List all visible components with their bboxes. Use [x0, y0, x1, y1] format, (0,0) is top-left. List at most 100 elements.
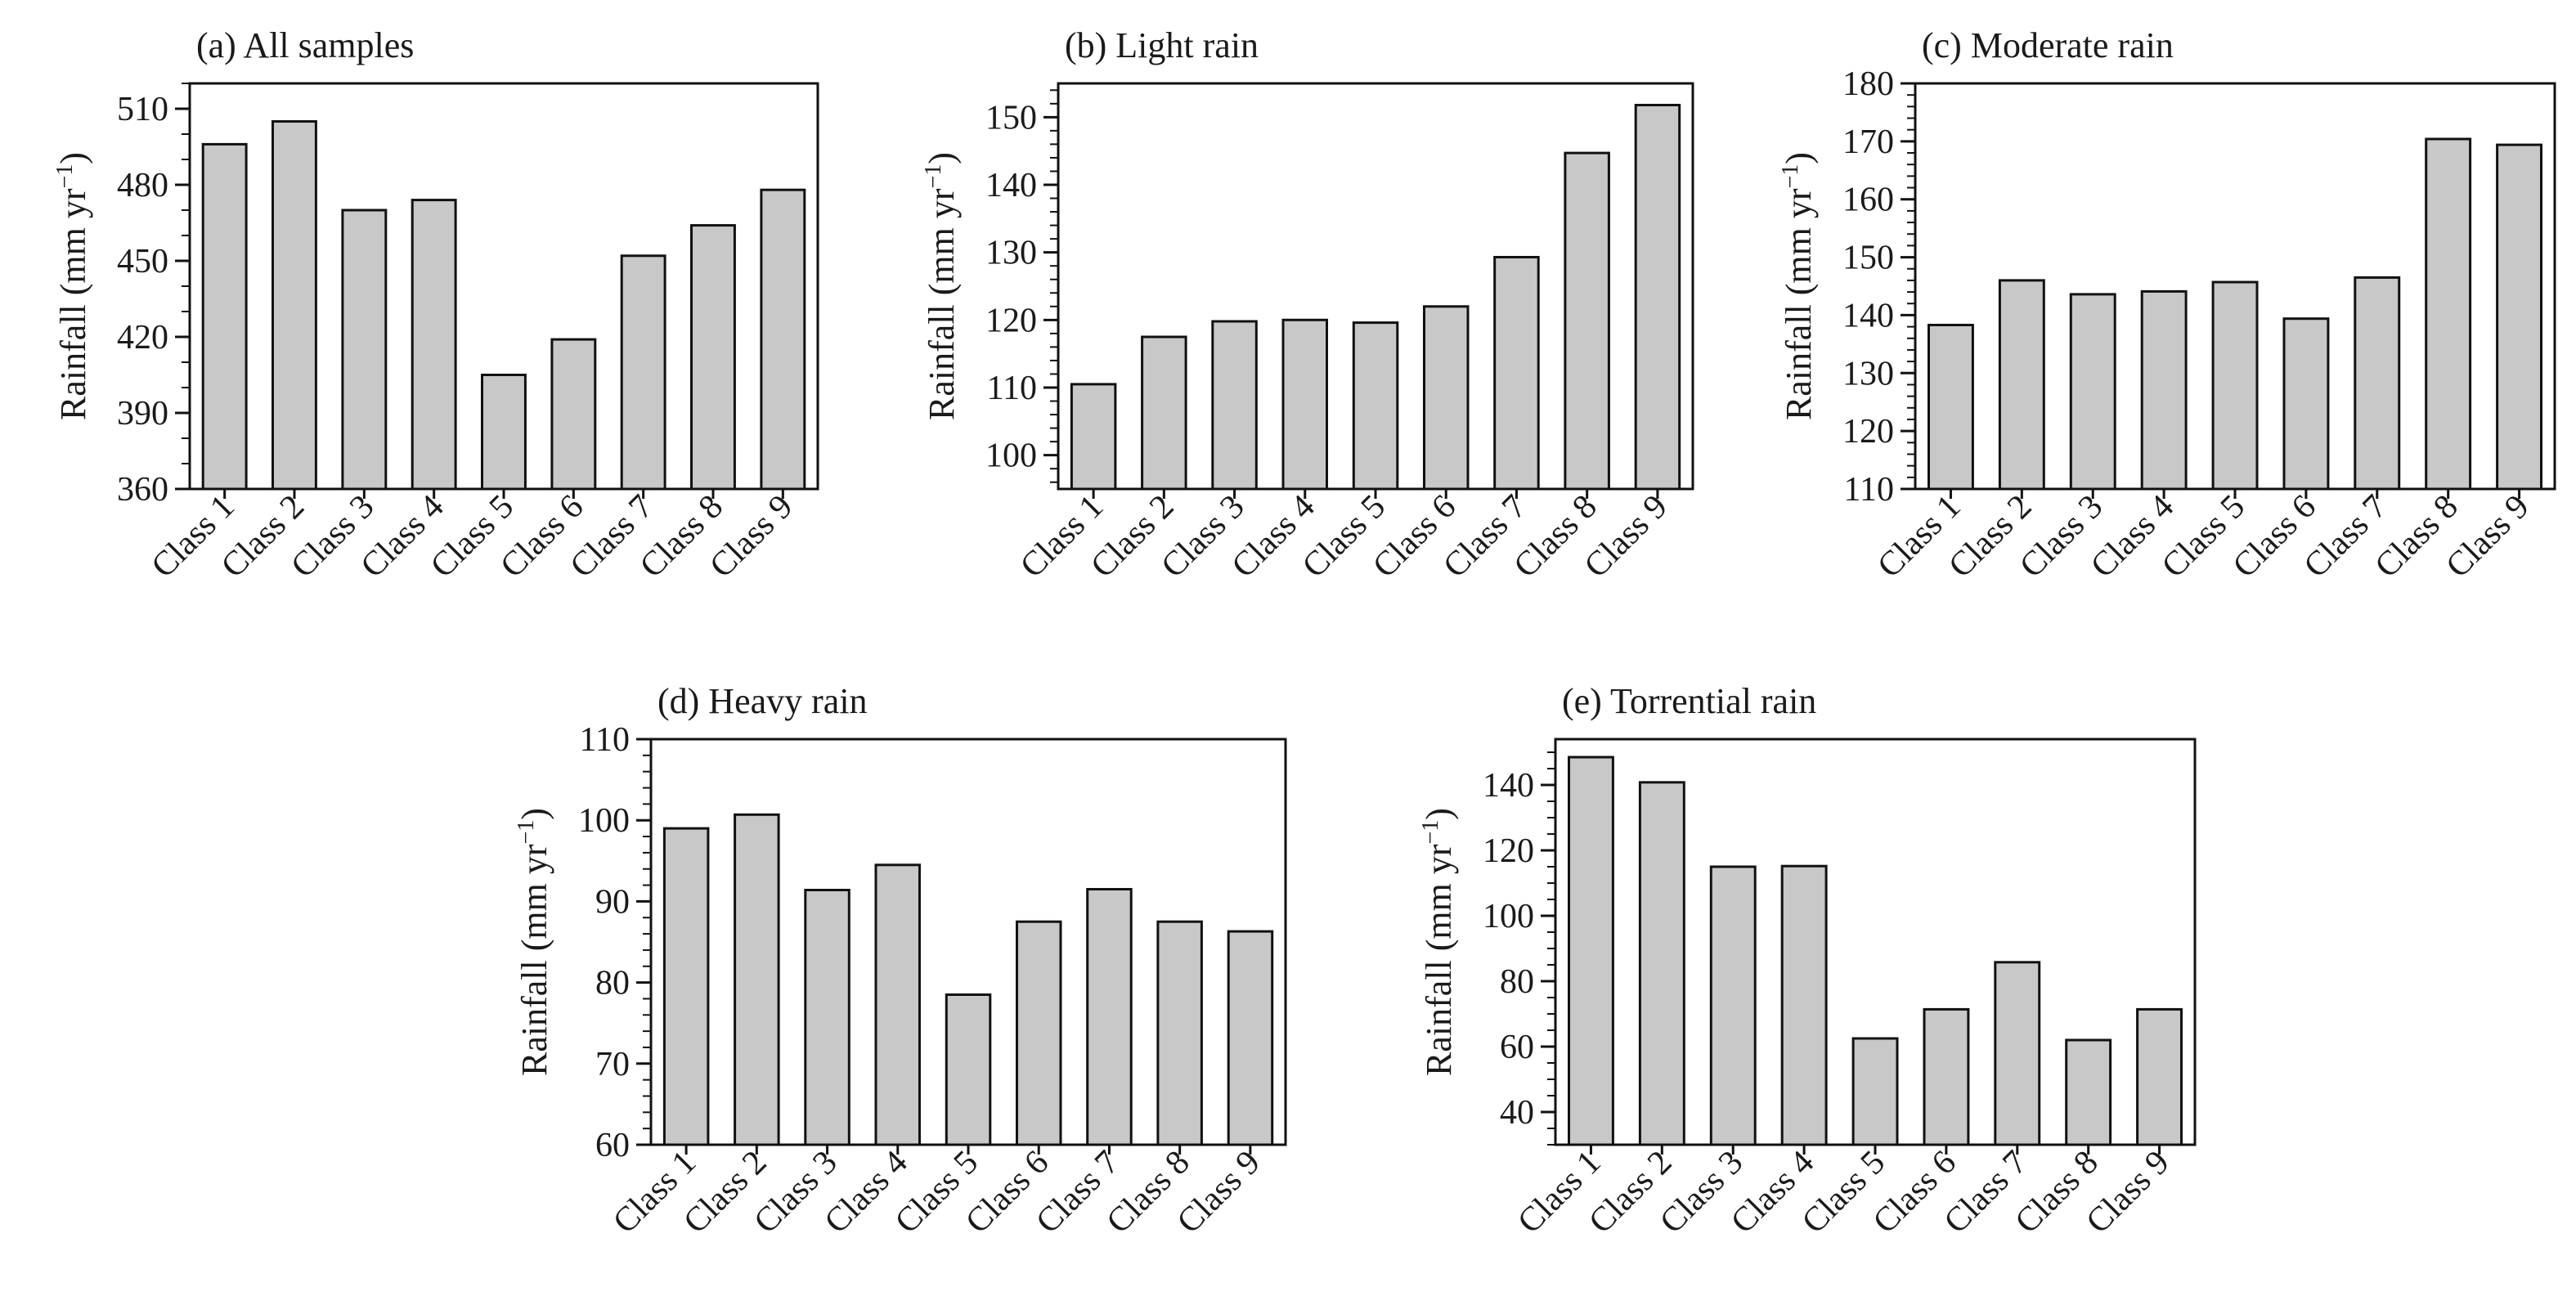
y-tick-label: 180 [1842, 65, 1894, 103]
y-tick-label: 140 [1483, 767, 1534, 805]
bar [1851, 1037, 1899, 1146]
bar [1780, 864, 1828, 1146]
y-tick-label: 80 [595, 965, 630, 1002]
bar [201, 142, 248, 491]
y-tick-label: 170 [1842, 123, 1894, 161]
bar [760, 188, 806, 491]
bar [481, 374, 527, 491]
bar [550, 338, 597, 491]
y-tick-label: 100 [985, 437, 1037, 475]
y-tick-label: 150 [1842, 240, 1894, 277]
bar [1423, 305, 1470, 491]
bar [341, 209, 388, 491]
bar [1564, 151, 1610, 491]
panel-title: (e) Torrential rain [1562, 681, 1816, 721]
y-axis-label: Rainfall (mm yr−1) [1418, 808, 1459, 1076]
y-tick-label: 70 [595, 1046, 630, 1083]
bar [2065, 1038, 2112, 1146]
y-tick-label: 110 [987, 370, 1037, 407]
y-tick-label: 100 [1483, 898, 1534, 935]
y-tick-label: 130 [1842, 355, 1894, 392]
y-axis-label-main: Rainfall (mm yr [53, 188, 93, 420]
bar [1568, 756, 1614, 1146]
panel-title: (d) Heavy rain [657, 681, 868, 721]
bar [1211, 320, 1258, 491]
bar [2425, 137, 2472, 491]
y-axis-label-close: ) [922, 152, 962, 164]
bar [1994, 961, 2041, 1146]
y-axis-label: Rainfall (mm yr−1) [514, 808, 554, 1076]
bar [2282, 317, 2330, 491]
bar [734, 813, 780, 1146]
bar [2496, 143, 2543, 491]
y-axis-label-main: Rainfall (mm yr [1419, 844, 1459, 1076]
y-tick-label: 100 [578, 802, 630, 840]
bar [2136, 1007, 2183, 1146]
bar [1928, 324, 1974, 491]
y-axis-label-sup: −1 [52, 164, 78, 189]
y-axis-label-sup: −1 [1778, 164, 1803, 189]
y-tick-label: 390 [117, 395, 168, 433]
bar [1141, 335, 1187, 491]
y-tick-label: 420 [117, 319, 168, 357]
y-axis-label: Rainfall (mm yr−1) [52, 152, 93, 420]
y-axis-label-close: ) [1779, 152, 1819, 164]
panel-title: (b) Light rain [1065, 25, 1259, 65]
bar [945, 993, 992, 1146]
bar [411, 199, 457, 491]
x-category-label: Class 9 [2079, 1144, 2176, 1241]
y-tick-label: 480 [117, 167, 168, 204]
y-tick-label: 40 [1500, 1094, 1534, 1132]
y-tick-label: 160 [1842, 182, 1894, 219]
y-tick-label: 450 [117, 243, 168, 280]
bar [2354, 276, 2401, 491]
bar [2211, 280, 2259, 491]
y-axis-label-close: ) [1419, 808, 1459, 820]
y-axis-label-close: ) [514, 808, 554, 820]
bar [1070, 383, 1117, 491]
bar [874, 863, 921, 1146]
y-axis-label-main: Rainfall (mm yr [922, 188, 962, 420]
bar [690, 224, 736, 491]
y-tick-label: 150 [985, 99, 1037, 137]
y-axis-label: Rainfall (mm yr−1) [1778, 152, 1819, 420]
bar [1016, 920, 1062, 1146]
bar [1493, 256, 1540, 491]
bar [1923, 1007, 1970, 1146]
y-tick-label: 130 [985, 235, 1037, 272]
y-axis-label-main: Rainfall (mm yr [1779, 188, 1819, 420]
y-tick-label: 110 [580, 721, 630, 759]
bar [620, 254, 666, 491]
y-tick-label: 120 [1842, 413, 1894, 451]
bar [1227, 930, 1274, 1146]
y-axis-label-main: Rainfall (mm yr [514, 844, 554, 1076]
y-tick-label: 510 [117, 91, 168, 128]
y-tick-label: 120 [1483, 832, 1534, 870]
bar [2140, 289, 2188, 491]
y-tick-label: 120 [985, 302, 1037, 339]
bar [662, 827, 710, 1146]
y-tick-label: 140 [1842, 297, 1894, 334]
y-tick-label: 60 [595, 1127, 630, 1164]
y-tick-label: 90 [595, 883, 630, 921]
y-axis-label-close: ) [53, 152, 93, 164]
y-axis-label-sup: −1 [921, 164, 946, 189]
y-tick-label: 110 [1844, 471, 1894, 509]
bar [1352, 321, 1399, 491]
bar [2069, 293, 2116, 491]
panel-title: (a) All samples [196, 25, 414, 65]
panel-title: (c) Moderate rain [1922, 25, 2174, 65]
y-tick-label: 140 [985, 167, 1037, 204]
bar [1638, 781, 1685, 1146]
bar [272, 120, 317, 491]
bar [804, 889, 850, 1146]
x-category-label: Class 9 [2439, 488, 2536, 585]
y-axis-label-sup: −1 [1418, 820, 1443, 845]
chart-panel-2: (c) Moderate rain 110 120 130 140 150 160 170 18… [1778, 25, 2556, 585]
bar [1998, 279, 2045, 491]
bar [1634, 104, 1681, 491]
y-tick-label: 60 [1500, 1029, 1534, 1066]
